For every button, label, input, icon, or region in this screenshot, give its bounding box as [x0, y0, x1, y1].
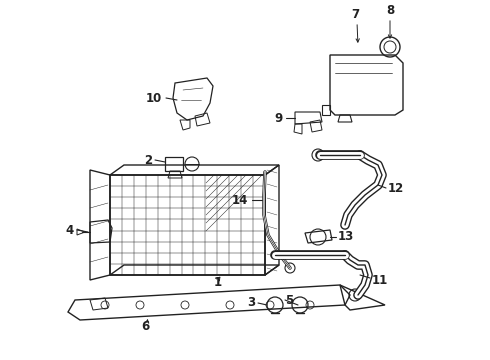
- Text: 12: 12: [388, 181, 404, 194]
- Text: 2: 2: [144, 153, 152, 166]
- Text: 3: 3: [247, 297, 255, 310]
- Bar: [165, 157, 183, 171]
- Text: 10: 10: [146, 91, 162, 104]
- Text: 13: 13: [338, 230, 354, 243]
- Text: 9: 9: [275, 112, 283, 125]
- Text: 1: 1: [214, 275, 222, 288]
- Text: 14: 14: [232, 194, 248, 207]
- Text: 8: 8: [386, 4, 394, 17]
- Text: 11: 11: [372, 274, 388, 287]
- Text: 5: 5: [285, 293, 293, 306]
- Text: 7: 7: [351, 9, 359, 22]
- Bar: [110, 175, 265, 275]
- Text: 6: 6: [141, 320, 149, 333]
- Text: 4: 4: [66, 224, 74, 237]
